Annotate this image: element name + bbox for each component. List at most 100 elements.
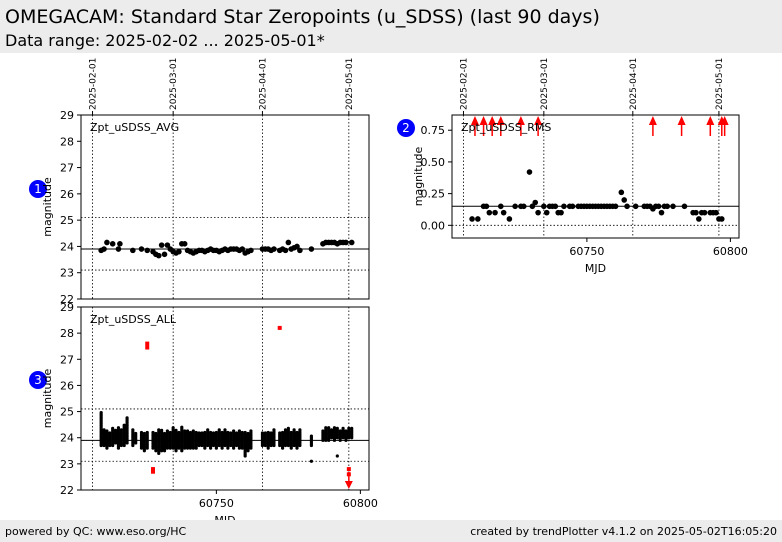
data-point [113, 428, 118, 432]
data-point [655, 203, 662, 210]
y-axis-label: magnitude [412, 147, 425, 207]
data-point [271, 246, 277, 252]
data-point [512, 203, 518, 210]
data-point [693, 209, 699, 216]
chart-3 [29, 306, 370, 494]
data-point [144, 247, 151, 254]
data-point [278, 431, 282, 435]
plot-frame [80, 306, 370, 491]
offscale-arrow-up-head [648, 116, 657, 125]
data-point [158, 242, 165, 248]
x-tick-label: 60750 [199, 497, 234, 510]
data-point [535, 209, 541, 216]
x-tick-label: 60800 [343, 497, 378, 510]
data-point [240, 430, 244, 435]
y-tick-label: 0.25 [421, 188, 446, 201]
data-point [529, 203, 536, 210]
data-point [234, 431, 239, 435]
data-point [500, 209, 507, 216]
y-tick-label: 27 [60, 353, 74, 366]
data-point [309, 434, 313, 438]
data-point [188, 430, 193, 435]
chart-number-badge [29, 371, 47, 389]
data-point [561, 203, 567, 210]
x-tick-label: 60750 [569, 245, 604, 258]
offscale-arrow-up-head [496, 116, 505, 125]
data-point [308, 246, 315, 252]
data-point [164, 242, 171, 248]
date-tick-label: 2025-04-01 [629, 58, 639, 110]
offscale-arrow-up-head [516, 116, 525, 125]
x-tick-label: 60800 [713, 245, 748, 258]
footer-bar: powered by QC: www.eso.org/HC created by… [0, 520, 782, 542]
data-point [145, 430, 149, 435]
x-axis-label: MJD [585, 262, 606, 275]
y-tick-label: 0.50 [421, 156, 446, 169]
data-point [243, 430, 247, 435]
data-point [497, 203, 504, 210]
offscale-arrow-down-head [344, 481, 353, 489]
data-point [232, 429, 236, 433]
y-tick-label: 23 [60, 458, 74, 471]
offscale-arrow-up-head [470, 116, 479, 125]
data-point [139, 430, 144, 435]
data-point [223, 428, 227, 432]
data-point [157, 428, 161, 432]
data-point [681, 203, 688, 210]
y-tick-label: 22 [60, 293, 74, 306]
data-point [174, 428, 178, 432]
data-point [165, 429, 169, 433]
y-tick-label: 24 [60, 432, 74, 445]
data-point [618, 189, 625, 196]
chart-number-badge [397, 119, 415, 137]
data-point [248, 247, 254, 254]
data-point [109, 241, 116, 247]
data-point [295, 430, 299, 435]
y-tick-label: 28 [60, 327, 74, 340]
plot-frame [451, 114, 740, 239]
offscale-arrow-up-head [534, 116, 543, 125]
data-point [151, 430, 155, 435]
data-point [206, 428, 210, 432]
data-point [171, 426, 175, 430]
data-point [321, 429, 325, 433]
data-point [670, 203, 676, 210]
data-point [338, 429, 342, 433]
data-point [168, 430, 172, 435]
chart-number-badge-label: 1 [34, 182, 42, 196]
y-tick-label: 29 [60, 301, 74, 314]
y-tick-label: 24 [60, 240, 74, 253]
series-label: Zpt_uSDSS_AVG [90, 121, 179, 134]
data-point [181, 241, 188, 247]
date-tick-label: 2025-05-01 [715, 58, 725, 110]
data-point [269, 431, 273, 435]
data-point [335, 426, 339, 430]
data-point [292, 428, 296, 432]
data-point [350, 426, 354, 430]
data-point [506, 216, 513, 222]
data-point [214, 430, 218, 435]
series-label: Zpt_uSDSS_ALL [90, 313, 177, 326]
data-point [161, 251, 168, 258]
y-tick-label: 23 [60, 267, 74, 280]
data-point [125, 416, 129, 420]
data-point [142, 431, 146, 436]
data-point [329, 428, 334, 432]
data-point [220, 430, 224, 435]
data-point [101, 246, 107, 252]
date-tick-label: 2025-04-01 [258, 58, 268, 110]
data-point [348, 239, 355, 246]
y-tick-label: 26 [60, 379, 74, 392]
data-point [341, 426, 345, 430]
data-point [162, 431, 167, 436]
data-point [203, 430, 207, 435]
date-tick-label: 2025-03-01 [169, 58, 179, 110]
data-point [541, 203, 547, 210]
data-point [155, 252, 162, 259]
data-point [696, 216, 702, 222]
data-point [612, 203, 619, 210]
data-point [344, 429, 348, 433]
data-point [99, 411, 103, 415]
data-point [701, 209, 708, 216]
data-point [130, 247, 136, 254]
